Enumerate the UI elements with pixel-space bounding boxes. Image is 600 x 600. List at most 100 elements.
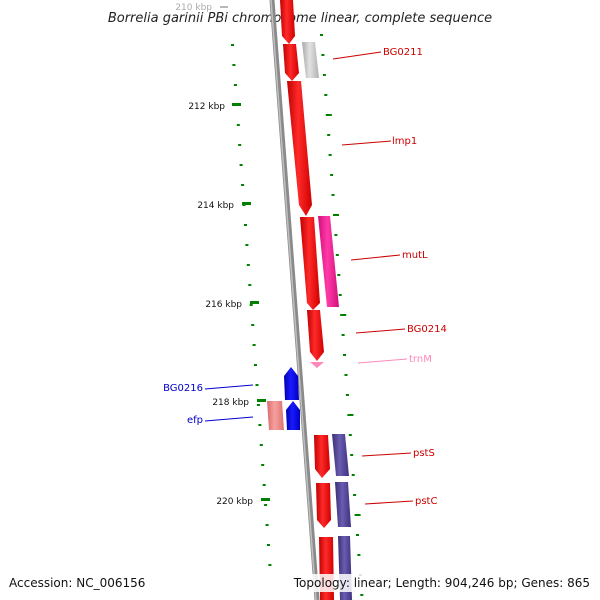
- ruler-dash-right: [328, 154, 332, 156]
- gene-label-BG0211[interactable]: BG0211: [383, 47, 423, 58]
- ruler-dash-left: [264, 504, 268, 506]
- ruler-dash-left: [233, 84, 237, 86]
- ruler-dash-left: [258, 424, 262, 426]
- ruler-dash-right: [324, 94, 328, 96]
- tick-mark-220: [261, 498, 270, 501]
- ruler-dash-right: [335, 254, 339, 256]
- gene-feature-BG0214[interactable]: [307, 310, 324, 361]
- gene-feature-BG0211[interactable]: [302, 42, 319, 78]
- ruler-dash-left: [248, 284, 252, 286]
- gene-feature-trnM[interactable]: [310, 362, 324, 368]
- leader-pstS: [361, 452, 412, 457]
- gene-feature-BG0216[interactable]: [284, 367, 299, 400]
- leader-BG0211: [332, 51, 382, 60]
- gene-feature-purple-1[interactable]: [332, 434, 349, 476]
- minus-strand-features: [267, 0, 334, 600]
- gene-feature-left-1[interactable]: [283, 44, 299, 81]
- ruler-dash-right: [350, 454, 354, 456]
- summary-backdrop: [294, 574, 590, 592]
- ruler-dash-left: [239, 164, 243, 166]
- gene-feature-purple-2[interactable]: [335, 482, 351, 527]
- ruler-dash-right: [338, 294, 342, 296]
- map-title: Borrelia garinii PBi chromosome linear, …: [108, 11, 492, 26]
- ruler-dash-right: [333, 214, 339, 216]
- summary-text: Topology: linear; Length: 904,246 bp; Ge…: [293, 576, 590, 590]
- ruler-dash-right: [343, 354, 346, 356]
- tick-mark-210: [220, 6, 228, 8]
- leader-trnM: [357, 358, 408, 364]
- leader-pstC: [364, 500, 414, 505]
- ruler-dash-left: [251, 324, 255, 326]
- gene-feature-efp-partner[interactable]: [267, 401, 284, 430]
- gene-feature-pstS[interactable]: [314, 435, 330, 478]
- ruler-dash-right: [351, 474, 355, 476]
- ruler-dash-right: [334, 234, 338, 236]
- ruler-dash-right: [337, 274, 341, 276]
- ruler-dash-left: [259, 444, 263, 446]
- chromosome-backbone-highlight: [270, 0, 317, 600]
- ruler-dash-left: [254, 364, 257, 366]
- gene-feature-lmp1[interactable]: [287, 81, 312, 216]
- ruler-dash-left: [238, 144, 242, 146]
- ruler-dash-right: [347, 414, 354, 416]
- ruler-dash-left: [241, 184, 245, 186]
- ruler-dash-right: [348, 434, 352, 436]
- ruler-dash-left: [236, 124, 240, 126]
- gene-label-trnM[interactable]: trnM: [409, 354, 432, 365]
- ruler-dash-right: [356, 534, 359, 536]
- gene-feature-pstC[interactable]: [316, 483, 331, 528]
- ruler-dash-left: [252, 344, 256, 346]
- gene-label-efp[interactable]: efp: [187, 415, 203, 426]
- leader-efp: [204, 416, 254, 422]
- tick-label-212: 212 kbp: [188, 102, 225, 112]
- ruler-dash-right: [360, 594, 364, 596]
- leader-BG0214: [355, 328, 406, 334]
- scale-labels: 210 kbp 212 kbp 214 kbp 216 kbp 218 kbp …: [175, 3, 270, 507]
- gene-label-pstC[interactable]: pstC: [415, 496, 437, 507]
- gene-label-BG0214[interactable]: BG0214: [407, 324, 447, 335]
- leader-BG0216: [204, 384, 254, 390]
- ruler-dash-right: [345, 394, 349, 396]
- chromosome-backbone: [269, 0, 320, 600]
- plus-strand-features: [302, 42, 352, 600]
- gene-feature-top[interactable]: [280, 0, 295, 44]
- ruler-dash-right: [330, 174, 334, 176]
- ruler-dash-right: [327, 134, 331, 136]
- tick-label-210: 210 kbp: [175, 3, 212, 13]
- leader-mutL: [350, 254, 401, 261]
- gene-label-BG0216[interactable]: BG0216: [163, 383, 203, 394]
- tick-mark-218: [257, 399, 266, 402]
- tick-label-214: 214 kbp: [197, 201, 234, 211]
- ruler-dash-left: [246, 264, 250, 266]
- scale-ruler: [231, 34, 364, 596]
- ruler-dash-left: [232, 64, 236, 66]
- gene-label-mutL[interactable]: mutL: [402, 250, 428, 261]
- label-leaders: [204, 51, 414, 505]
- gene-feature-mutL[interactable]: [318, 216, 339, 307]
- tick-label-220: 220 kbp: [216, 497, 253, 507]
- tick-mark-214: [242, 202, 251, 205]
- ruler-dash-left: [231, 44, 234, 46]
- ruler-dash-left: [267, 544, 270, 546]
- ruler-dash-left: [256, 404, 260, 406]
- gene-label-lmp1[interactable]: lmp1: [392, 136, 417, 147]
- ruler-dash-right: [344, 374, 348, 376]
- ruler-dash-left: [255, 384, 259, 386]
- ruler-dash-right: [331, 194, 335, 196]
- tick-label-218: 218 kbp: [212, 398, 249, 408]
- ruler-dash-right: [341, 334, 345, 336]
- ruler-dash-right: [325, 114, 332, 116]
- accession-text: Accession: NC_006156: [9, 576, 145, 590]
- ruler-dash-right: [320, 34, 323, 36]
- ruler-dash-right: [340, 314, 347, 316]
- ruler-dash-left: [268, 564, 272, 566]
- gene-labels: BG0211 lmp1 mutL BG0214 trnM BG0216 efp …: [163, 47, 447, 507]
- ruler-dash-left: [261, 464, 265, 466]
- gene-feature-efp[interactable]: [286, 401, 300, 430]
- tick-label-216: 216 kbp: [205, 300, 242, 310]
- gene-feature-mutL-partner[interactable]: [300, 217, 320, 310]
- gene-label-pstS[interactable]: pstS: [413, 448, 435, 459]
- tick-mark-216: [250, 301, 259, 304]
- ruler-dash-right: [353, 494, 357, 496]
